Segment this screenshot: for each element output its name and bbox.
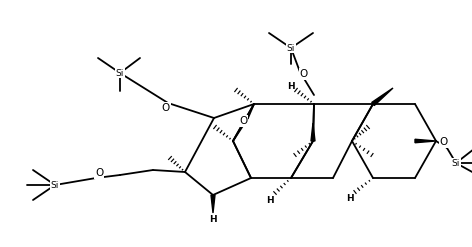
- Text: O: O: [440, 137, 448, 147]
- Text: H: H: [287, 82, 295, 90]
- Text: H: H: [209, 214, 217, 224]
- Text: Si: Si: [452, 159, 460, 167]
- Text: O: O: [95, 168, 103, 178]
- Polygon shape: [415, 139, 436, 143]
- Text: H: H: [266, 195, 274, 205]
- Text: O: O: [162, 103, 170, 113]
- Text: H: H: [346, 193, 354, 203]
- Text: O: O: [300, 69, 308, 79]
- Text: Si: Si: [116, 68, 124, 78]
- Polygon shape: [372, 88, 393, 105]
- Text: O: O: [239, 116, 247, 126]
- Text: Si: Si: [287, 43, 295, 53]
- Polygon shape: [211, 195, 215, 213]
- Polygon shape: [311, 123, 315, 141]
- Text: Si: Si: [51, 181, 59, 189]
